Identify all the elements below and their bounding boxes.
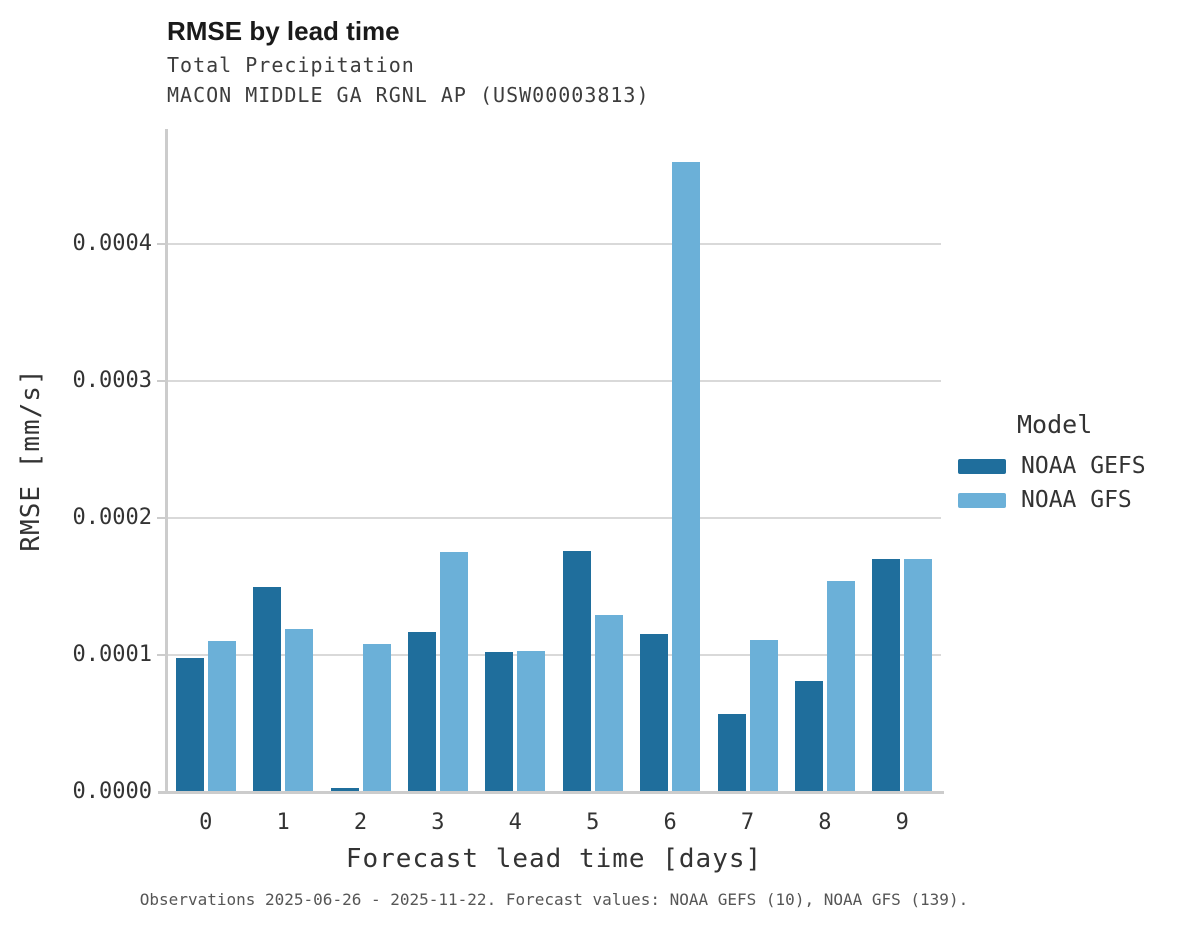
y-tick-label: 0.0003 — [72, 368, 152, 394]
bar-noaa-gefs-lead-9 — [872, 559, 901, 792]
bar-noaa-gfs-lead-7 — [749, 639, 778, 792]
legend-label: NOAA GFS — [1021, 487, 1132, 513]
x-tick-label-5: 5 — [586, 810, 600, 835]
legend-swatch-icon — [958, 458, 1006, 474]
x-tick-label-6: 6 — [663, 810, 677, 835]
bar-noaa-gfs-lead-5 — [594, 615, 623, 792]
chart-subtitle-variable: Total Precipitation — [167, 53, 415, 77]
x-tick-label-9: 9 — [895, 810, 909, 835]
gridline-y-0.0002 — [167, 517, 941, 520]
bar-noaa-gfs-lead-0 — [207, 641, 236, 792]
y-tick-mark — [157, 380, 165, 383]
y-tick-mark — [157, 243, 165, 246]
legend: Model NOAA GEFS NOAA GFS — [958, 410, 1173, 517]
y-tick-label: 0.0001 — [72, 642, 152, 668]
bar-noaa-gfs-lead-6 — [672, 161, 701, 792]
x-tick-label-1: 1 — [276, 810, 290, 835]
x-tick-label-8: 8 — [818, 810, 832, 835]
x-tick-label-0: 0 — [199, 810, 213, 835]
footer-caption: Observations 2025-06-26 - 2025-11-22. Fo… — [139, 890, 969, 909]
legend-swatch-icon — [958, 492, 1006, 508]
gridline-y-0.0003 — [167, 380, 941, 383]
legend-title: Model — [1017, 410, 1093, 439]
x-tick-label-7: 7 — [740, 810, 755, 835]
x-tick-label-4: 4 — [508, 810, 522, 835]
bar-noaa-gefs-lead-2 — [330, 787, 359, 792]
y-tick-label: 0.0002 — [72, 505, 152, 531]
gridline-y-0.0001 — [167, 654, 941, 657]
legend-rows: NOAA GEFS NOAA GFS — [958, 449, 1173, 517]
chart-title: RMSE by lead time — [167, 16, 400, 46]
x-axis-title: Forecast lead time [days] — [345, 844, 763, 874]
y-tick-label: 0.0004 — [72, 231, 152, 257]
x-axis-spine — [158, 791, 944, 794]
bar-noaa-gfs-lead-3 — [439, 552, 468, 792]
chart-subtitle-station: MACON MIDDLE GA RGNL AP (USW00003813) — [167, 83, 650, 107]
bar-noaa-gfs-lead-8 — [826, 581, 855, 792]
plot-area — [167, 129, 941, 792]
bar-noaa-gefs-lead-1 — [253, 586, 282, 792]
y-axis-spine — [165, 129, 168, 793]
bar-noaa-gefs-lead-8 — [794, 681, 823, 792]
bar-noaa-gfs-lead-4 — [517, 650, 546, 792]
bar-noaa-gfs-lead-2 — [362, 644, 391, 792]
x-tick-label-3: 3 — [431, 810, 445, 835]
bar-noaa-gefs-lead-4 — [485, 652, 514, 792]
bar-noaa-gefs-lead-5 — [562, 550, 591, 792]
x-tick-label-2: 2 — [353, 810, 368, 835]
legend-label: NOAA GEFS — [1021, 453, 1146, 479]
legend-row-noaa-gefs: NOAA GEFS — [958, 449, 1173, 483]
bar-noaa-gfs-lead-1 — [285, 629, 314, 792]
y-tick-mark — [157, 654, 165, 657]
bar-noaa-gefs-lead-3 — [407, 631, 436, 792]
bar-noaa-gfs-lead-9 — [904, 559, 933, 792]
bar-noaa-gefs-lead-0 — [175, 657, 204, 792]
legend-row-noaa-gfs: NOAA GFS — [958, 483, 1173, 517]
y-tick-mark — [157, 517, 165, 520]
bar-noaa-gefs-lead-6 — [640, 634, 669, 792]
bar-noaa-gefs-lead-7 — [717, 713, 746, 792]
y-tick-label: 0.0000 — [72, 779, 152, 804]
gridline-y-0.0004 — [167, 243, 941, 246]
